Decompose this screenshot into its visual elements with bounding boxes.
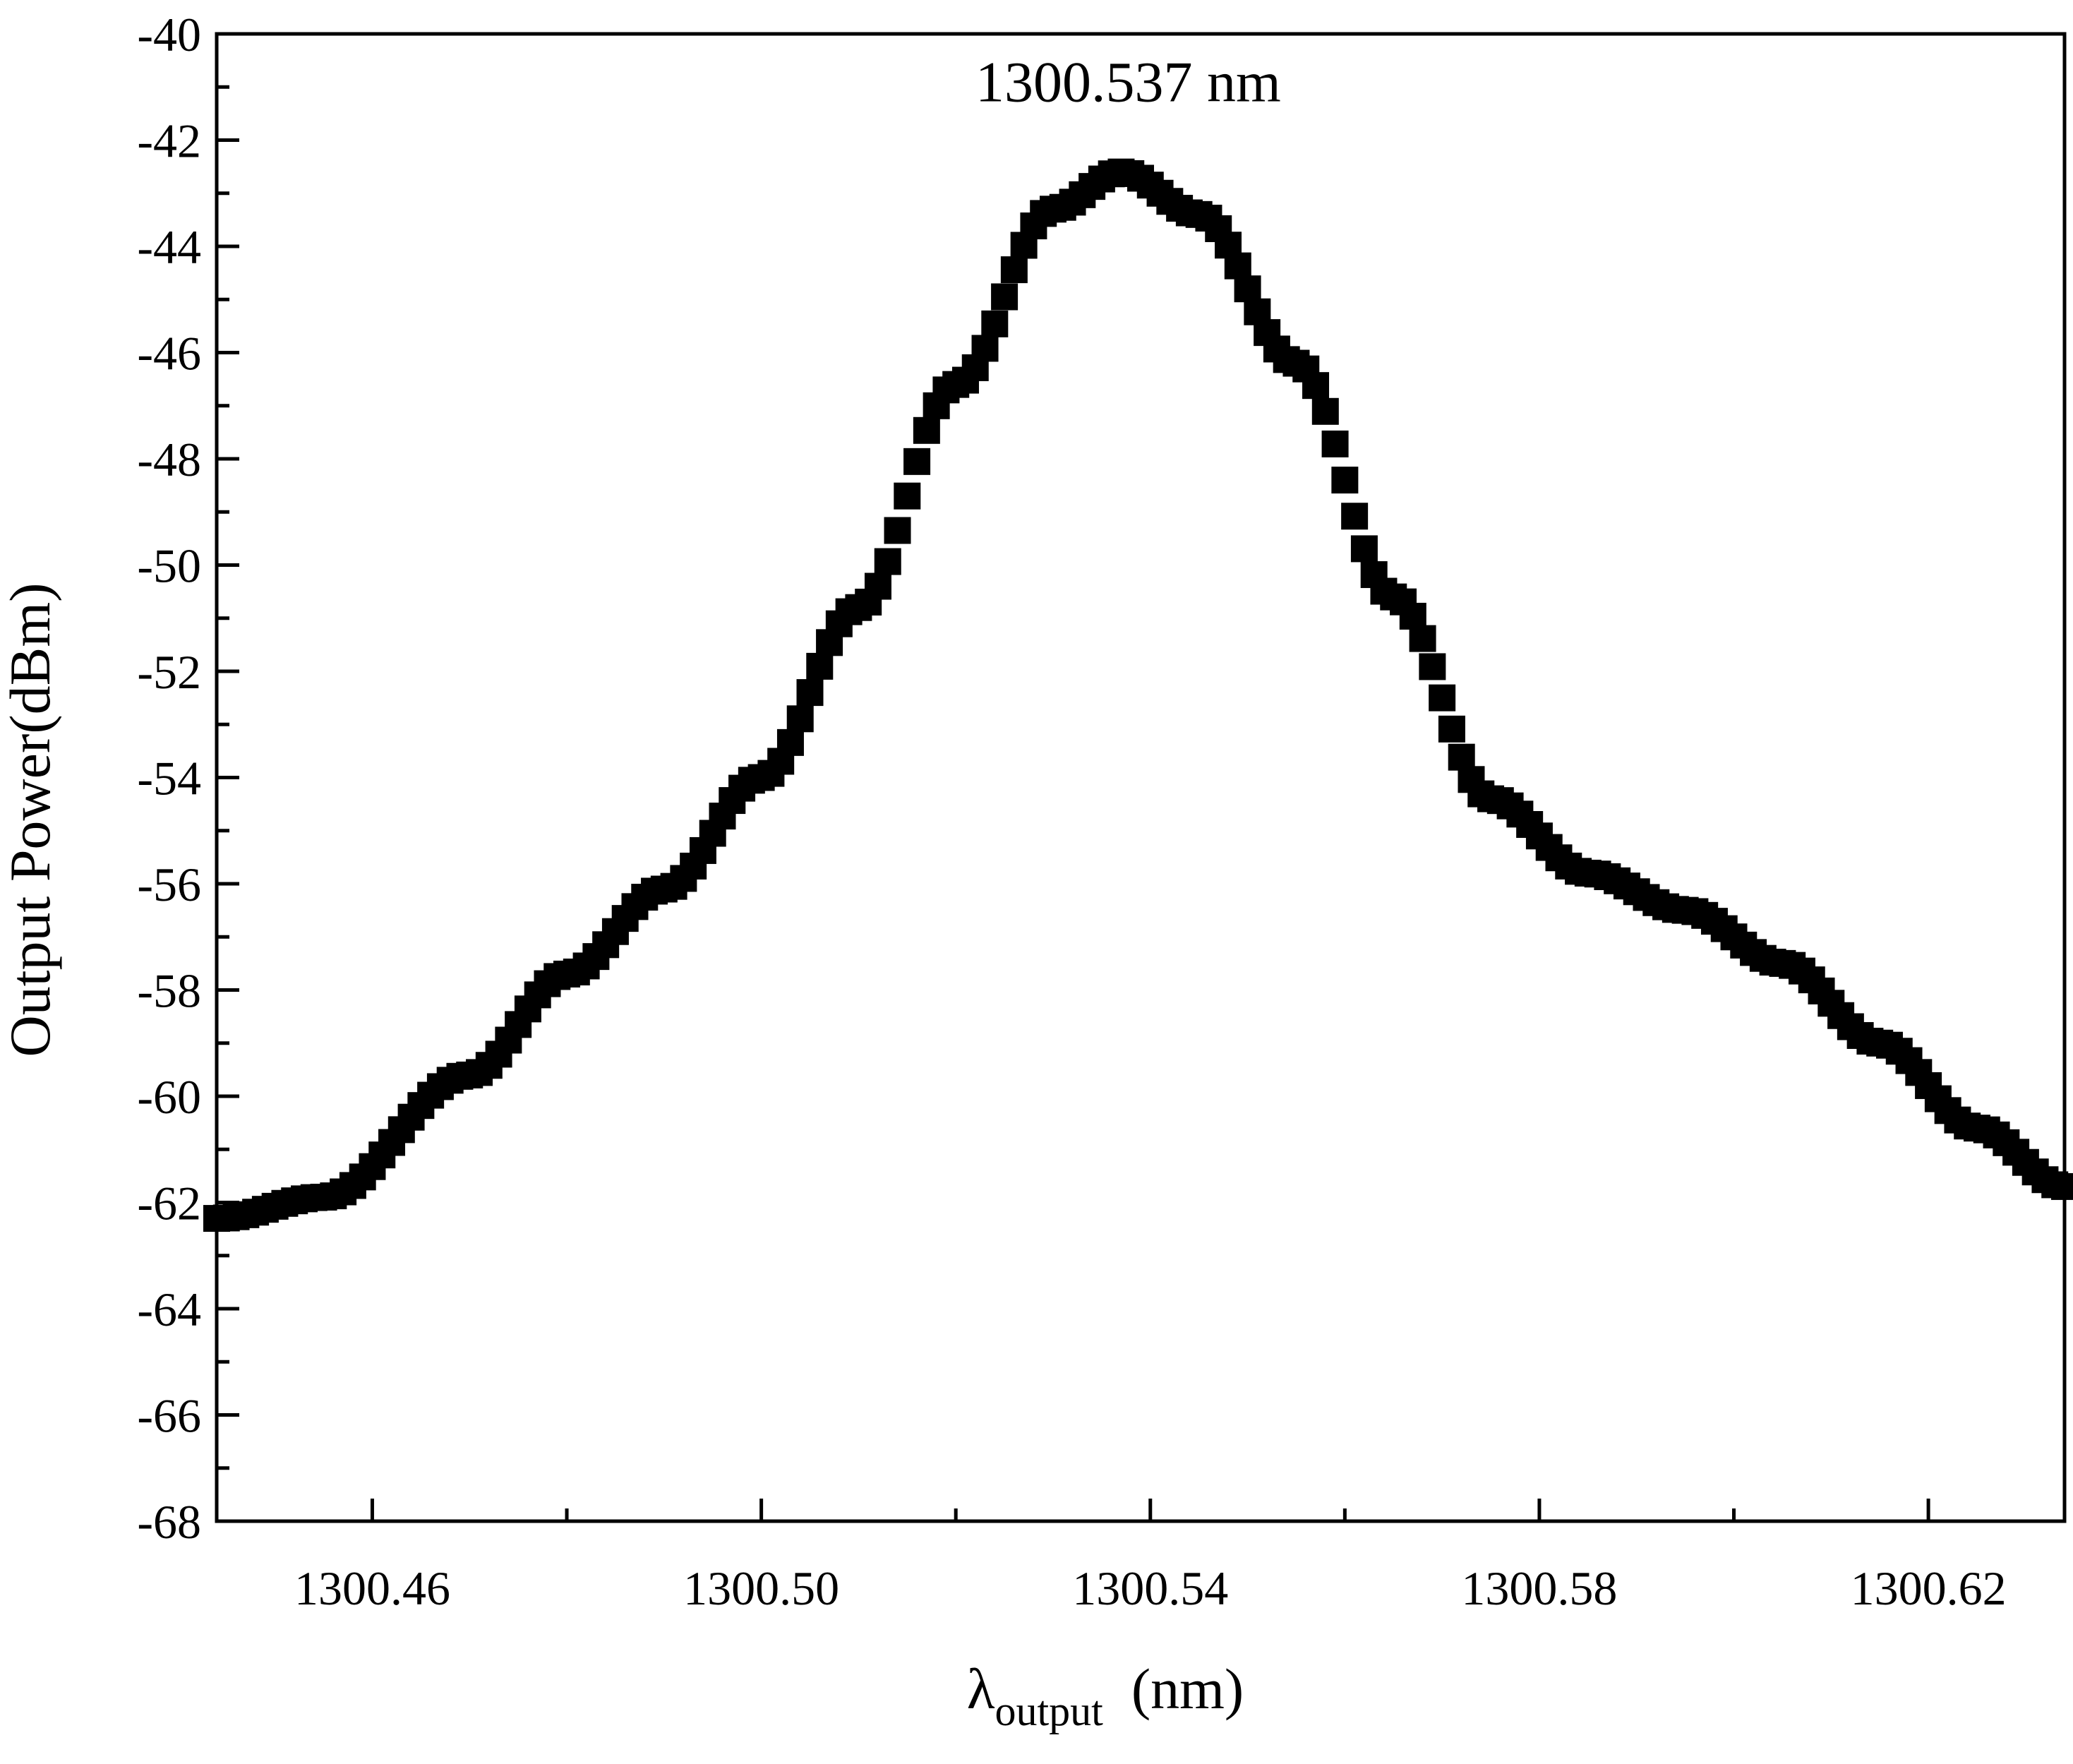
data-point [894, 482, 921, 510]
data-point [1311, 397, 1339, 425]
data-point [1234, 275, 1261, 303]
data-point [913, 416, 940, 444]
y-tick-label: -50 [137, 539, 201, 593]
y-tick-label: -54 [137, 752, 201, 805]
y-tick-label: -52 [137, 645, 201, 699]
data-point [1409, 625, 1436, 652]
data-point [991, 283, 1019, 311]
x-tick-label: 1300.62 [1851, 1561, 2007, 1615]
data-point [796, 679, 824, 707]
y-tick-label: -40 [137, 8, 201, 61]
y-tick-label: -42 [137, 114, 201, 168]
data-point [1341, 503, 1369, 530]
y-tick-label: -58 [137, 964, 201, 1018]
x-tick-label: 1300.54 [1072, 1561, 1228, 1615]
data-point [1302, 372, 1330, 400]
plot-frame [215, 32, 2067, 1523]
x-tick-label: 1300.46 [294, 1561, 450, 1615]
data-point [1438, 715, 1465, 743]
x-axis-title: λoutput (nm) [967, 1657, 1244, 1734]
y-tick-label: -60 [137, 1070, 201, 1124]
x-axis-title-symbol: λ [967, 1657, 995, 1721]
data-point [903, 448, 931, 475]
peak-annotation: 1300.537 nm [975, 49, 1281, 114]
data-point [806, 652, 834, 680]
data-point [2051, 1172, 2073, 1200]
data-point [1350, 535, 1378, 563]
data-point [874, 548, 901, 575]
data-point [1429, 684, 1456, 712]
data-point [1000, 256, 1028, 284]
y-axis-title: Output Power(dBm) [0, 583, 62, 1057]
data-point [981, 310, 1009, 337]
x-axis: 1300.46 1300.50 1300.54 1300.58 1300.62 [294, 1499, 2007, 1615]
x-axis-title-subscript: output [995, 1688, 1104, 1734]
x-tick-label: 1300.50 [683, 1561, 839, 1615]
data-point [1224, 252, 1251, 280]
x-axis-title-unit: (nm) [1131, 1657, 1244, 1721]
y-tick-label: -44 [137, 220, 201, 274]
y-tick-label: -64 [137, 1283, 201, 1336]
y-tick-label: -46 [137, 327, 201, 380]
y-tick-label: -56 [137, 858, 201, 911]
data-point [864, 572, 891, 600]
y-tick-label: -48 [137, 433, 201, 486]
data-point [884, 517, 911, 544]
data-point [1321, 430, 1349, 457]
data-point [776, 728, 804, 756]
data-point [1331, 467, 1359, 494]
y-tick-label: -68 [137, 1495, 201, 1549]
data-series [203, 158, 2073, 1232]
y-tick-label: -66 [137, 1389, 201, 1443]
y-tick-label: -62 [137, 1177, 201, 1230]
data-point [786, 705, 814, 733]
y-axis: -40 -42 -44 -46 -48 -50 -52 -54 -56 -58 -60 -62 -64 -… [137, 8, 239, 1549]
data-point [971, 335, 999, 362]
data-point [1419, 653, 1446, 680]
x-tick-label: 1300.58 [1461, 1561, 1617, 1615]
